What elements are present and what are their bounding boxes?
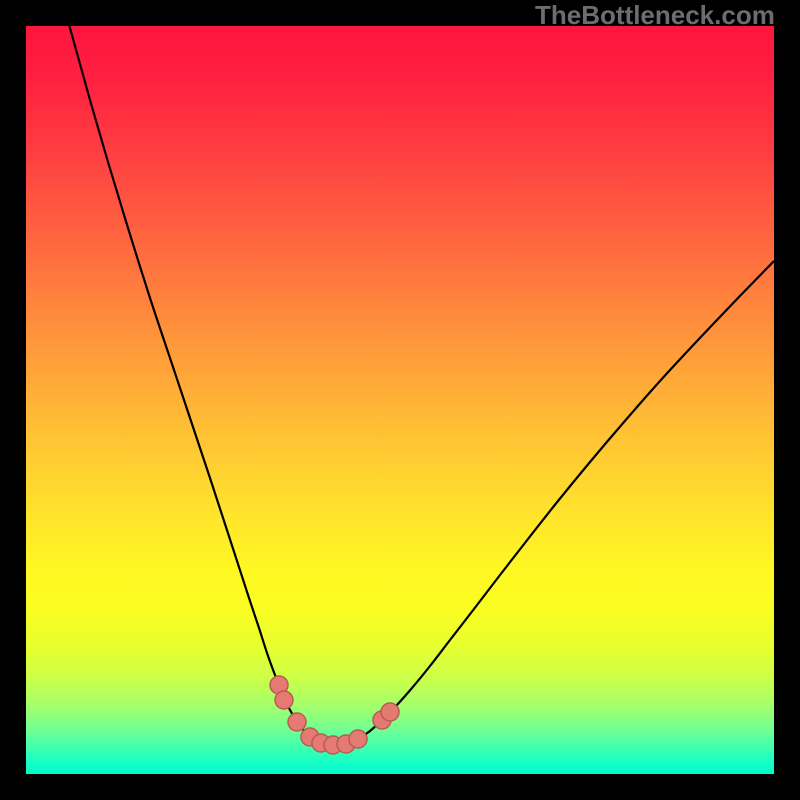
- curve-marker: [288, 713, 306, 731]
- curve-marker: [275, 691, 293, 709]
- gradient-background: [26, 26, 774, 774]
- curve-marker: [349, 730, 367, 748]
- curve-marker: [381, 703, 399, 721]
- chart-canvas: [0, 0, 800, 800]
- watermark-text: TheBottleneck.com: [535, 0, 775, 31]
